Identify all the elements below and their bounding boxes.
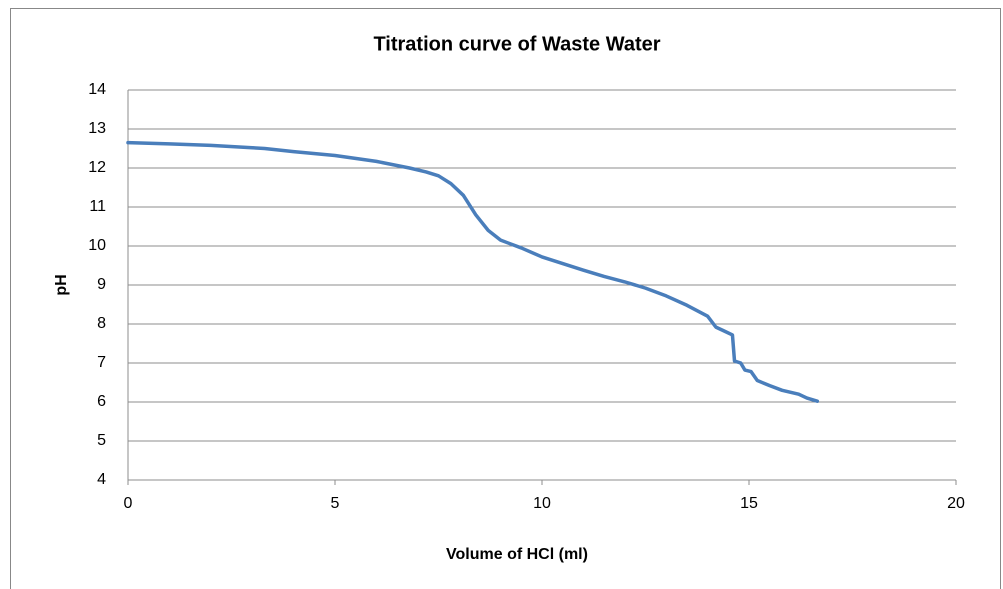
y-tick-label: 11 [89, 198, 106, 215]
y-tick-label: 10 [88, 237, 106, 254]
x-tick-label: 5 [331, 495, 340, 512]
y-tick-label: 5 [97, 432, 106, 449]
y-tick-label: 12 [88, 159, 106, 176]
x-axis-label: Volume of HCl (ml) [446, 546, 588, 563]
x-tick-label: 20 [947, 495, 965, 512]
data-line [126, 140, 820, 403]
y-axis-label: pH [53, 274, 70, 295]
chart-title: Titration curve of Waste Water [373, 33, 660, 55]
y-tick-label: 8 [97, 315, 106, 332]
y-tick-label: 6 [97, 393, 106, 410]
chart-border [10, 8, 1001, 589]
y-tick-label: 4 [97, 471, 106, 488]
x-tick-label: 15 [740, 495, 758, 512]
y-tick-label: 14 [88, 81, 106, 98]
x-tick-label: 10 [533, 495, 551, 512]
x-tick-label: 0 [124, 495, 133, 512]
y-tick-label: 7 [97, 354, 106, 371]
y-tick-label: 13 [88, 120, 106, 137]
y-tick-label: 9 [97, 276, 106, 293]
